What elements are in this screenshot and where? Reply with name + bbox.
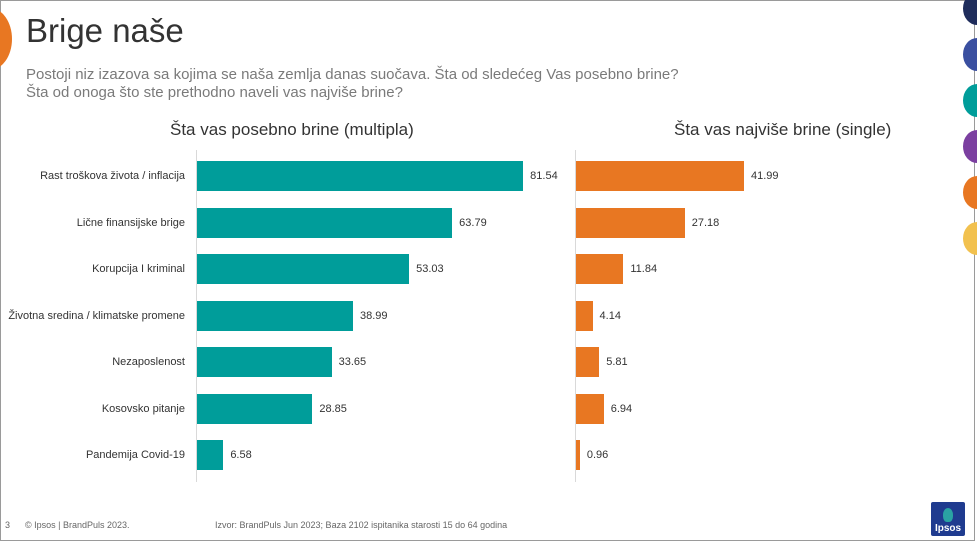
logo-mark-icon xyxy=(943,508,953,522)
side-dot xyxy=(963,84,977,117)
bar-single xyxy=(576,161,744,191)
left-chart-axis xyxy=(196,150,197,482)
value-label-multiple: 6.58 xyxy=(230,449,252,461)
bar-multiple xyxy=(197,393,313,424)
chart-title-multiple: Šta vas posebno brine (multipla) xyxy=(170,120,414,139)
value-label-multiple: 53.03 xyxy=(416,263,444,275)
value-label-single: 4.14 xyxy=(599,309,621,322)
bar-multiple xyxy=(197,440,224,470)
category-label: Životna sredina / klimatske promene xyxy=(8,309,185,322)
value-label-multiple: 28.85 xyxy=(319,402,347,415)
bar-multiple xyxy=(197,347,332,377)
right-chart-axis xyxy=(575,150,576,482)
category-label: Kosovsko pitanje xyxy=(101,402,185,415)
value-label-multiple: 63.79 xyxy=(459,216,487,229)
bar-single xyxy=(576,300,593,331)
slide-subtitle: Postoji niz izazova sa kojima se naša ze… xyxy=(26,66,746,102)
ipsos-logo: Ipsos xyxy=(931,502,965,536)
value-label-multiple: 33.65 xyxy=(338,356,367,368)
value-label-single: 11.84 xyxy=(630,263,658,275)
bar-single xyxy=(576,440,580,470)
side-dot xyxy=(963,0,977,25)
value-label-single: 41.99 xyxy=(750,170,779,182)
logo-text: Ipsos xyxy=(934,523,962,534)
footer-source: Izvor: BrandPuls Jun 2023; Baza 2102 isp… xyxy=(215,520,508,530)
value-label-multiple: 81.54 xyxy=(530,170,558,182)
bar-multiple xyxy=(197,207,453,238)
bar-single xyxy=(576,347,600,377)
value-label-single: 0.96 xyxy=(586,449,609,461)
value-label-single: 6.94 xyxy=(610,402,633,415)
footer-copyright: © Ipsos | BrandPuls 2023. xyxy=(25,520,130,530)
page-number: 3 xyxy=(5,520,11,530)
value-label-single: 5.81 xyxy=(606,356,628,368)
chart-title-single: Šta vas najviše brine (single) xyxy=(674,120,892,139)
subtitle-line-2: Šta od onoga što ste prethodno naveli va… xyxy=(26,84,403,101)
bar-multiple xyxy=(197,300,353,331)
category-label: Lične finansijske brige xyxy=(76,216,185,229)
slide-title: Brige naše xyxy=(26,12,184,49)
category-label: Pandemija Covid-19 xyxy=(85,449,185,461)
value-label-single: 27.18 xyxy=(691,216,720,229)
decorative-orange-circle xyxy=(0,8,12,70)
value-label-multiple: 38.99 xyxy=(359,309,388,322)
side-dot xyxy=(963,38,977,71)
side-dot xyxy=(963,130,977,163)
bar-multiple xyxy=(197,254,410,284)
category-label: Nezaposlenost xyxy=(112,356,185,368)
subtitle-line-1: Postoji niz izazova sa kojima se naša ze… xyxy=(26,66,679,83)
bar-multiple xyxy=(197,161,524,191)
side-dot xyxy=(963,176,977,209)
side-dot xyxy=(963,222,977,255)
category-label: Korupcija I kriminal xyxy=(92,263,185,275)
bar-single xyxy=(576,393,604,424)
bar-single xyxy=(576,254,624,284)
category-label: Rast troškova života / inflacija xyxy=(40,170,185,182)
bar-single xyxy=(576,207,685,238)
